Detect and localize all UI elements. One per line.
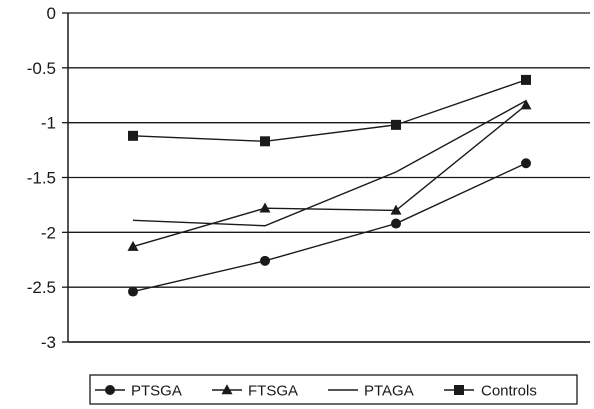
y-tick-label: -1 bbox=[41, 114, 56, 133]
legend-label-ptaga: PTAGA bbox=[364, 383, 414, 400]
data-point-controls bbox=[128, 130, 138, 141]
legend-item-controls: Controls bbox=[444, 383, 537, 400]
data-point-ftsga bbox=[390, 204, 402, 215]
series-ftsga bbox=[127, 99, 532, 251]
data-point-ptsga bbox=[521, 158, 531, 169]
legend-item-ptaga: PTAGA bbox=[328, 383, 414, 400]
gridlines bbox=[62, 12, 590, 343]
y-tick-label: -3 bbox=[41, 333, 56, 352]
legend-marker-ftsga bbox=[221, 384, 233, 395]
data-point-controls bbox=[391, 119, 401, 130]
data-point-ftsga bbox=[259, 202, 271, 213]
legend-item-ftsga: FTSGA bbox=[212, 383, 298, 400]
series-controls bbox=[128, 74, 531, 147]
data-point-ftsga bbox=[127, 240, 139, 251]
y-tick-label: -0.5 bbox=[27, 59, 56, 78]
data-point-controls bbox=[260, 136, 270, 147]
legend-label-ptsga: PTSGA bbox=[131, 383, 182, 400]
series-line-ftsga bbox=[132, 104, 527, 248]
legend-item-ptsga: PTSGA bbox=[95, 383, 182, 400]
series-line-ptaga bbox=[132, 100, 527, 227]
y-tick-label: 0 bbox=[47, 4, 56, 23]
series-ptsga bbox=[128, 158, 531, 297]
data-point-ptsga bbox=[128, 286, 138, 297]
y-tick-labels: 0 -0.5 -1 -1.5 -2 -2.5 -3 bbox=[27, 4, 56, 352]
series-group bbox=[127, 74, 532, 297]
axes bbox=[67, 13, 590, 343]
y-tick-label: -2 bbox=[41, 223, 56, 242]
legend: PTSGA FTSGA PTAGA Controls bbox=[89, 374, 578, 405]
data-point-controls bbox=[521, 74, 531, 85]
series-line-controls bbox=[132, 79, 527, 143]
legend-label-ftsga: FTSGA bbox=[248, 383, 298, 400]
legend-box bbox=[89, 374, 578, 405]
legend-label-controls: Controls bbox=[481, 383, 537, 400]
data-point-ptsga bbox=[391, 218, 401, 229]
y-tick-label: -2.5 bbox=[27, 278, 56, 297]
legend-marker-ptsga bbox=[105, 385, 115, 395]
series-ptaga bbox=[132, 100, 527, 227]
y-tick-label: -1.5 bbox=[27, 169, 56, 188]
data-point-ftsga bbox=[520, 99, 532, 110]
series-line-ptsga bbox=[132, 162, 527, 293]
legend-marker-controls bbox=[454, 385, 464, 395]
data-point-ptsga bbox=[260, 255, 270, 266]
